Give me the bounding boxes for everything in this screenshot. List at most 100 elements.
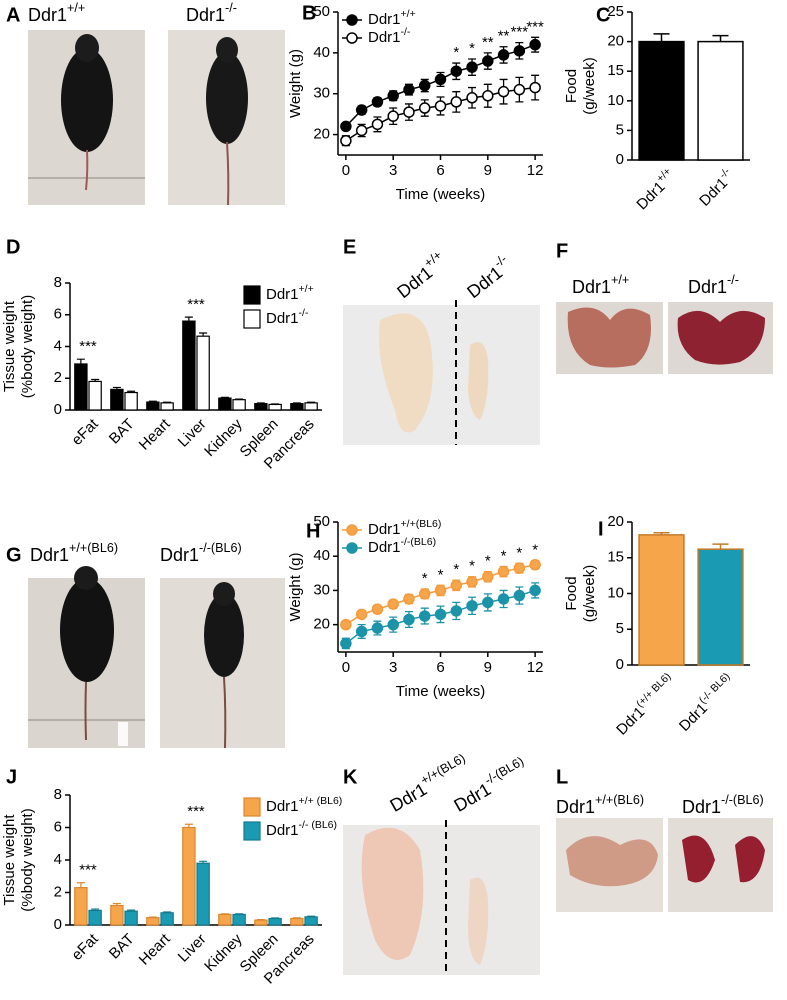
bar [88, 380, 102, 411]
y-axis-label: Tissue weight [1, 814, 18, 906]
label-base: Ddr1 [28, 5, 67, 25]
marker [497, 565, 510, 578]
y-tick-label: 50 [313, 3, 330, 20]
label-superscript: -/-(BL6) [199, 541, 242, 555]
error-bar [127, 390, 136, 393]
error-bar [220, 913, 229, 915]
bar [254, 403, 268, 411]
legend-swatch [243, 309, 261, 329]
y-axis-label: Food [563, 69, 580, 103]
error-bar [112, 386, 121, 390]
x-tick-label: Kidney [201, 415, 246, 460]
y-tick-label: 0 [54, 401, 62, 418]
y-tick-label: 15 [607, 549, 624, 566]
bar [268, 403, 282, 411]
marker [387, 598, 399, 610]
legend-swatch [243, 285, 261, 305]
bar [146, 401, 160, 411]
y-tick-label: 2 [54, 883, 62, 900]
bar [182, 826, 196, 926]
bar [232, 399, 246, 411]
marker [529, 38, 541, 51]
bar [74, 363, 88, 411]
photo-tissue [556, 818, 773, 912]
significance-label: * [422, 570, 428, 587]
marker [418, 102, 431, 114]
significance-label: * [469, 558, 475, 575]
label-superscript: +/+(BL6) [69, 541, 118, 555]
y-axis-label: (g/week) [581, 57, 598, 115]
y-tick-label: 25 [607, 3, 624, 20]
photo-tissue [343, 300, 540, 445]
error-bar [184, 823, 193, 828]
label-superscript: -/- [225, 1, 237, 15]
error-bar [220, 396, 229, 399]
significance-label: * [485, 553, 491, 570]
y-tick-label: 4 [54, 851, 62, 868]
bar [196, 335, 210, 411]
significance-label: * [453, 44, 459, 61]
x-tick-label: Kidney [201, 930, 246, 975]
label-base: Ddr1 [368, 11, 401, 28]
photo-label: Ddr1+/+(BL6) [556, 793, 644, 816]
photo-mouse [28, 566, 145, 748]
x-tick-label: 3 [389, 162, 397, 179]
y-tick-label: 50 [313, 513, 330, 530]
marker [403, 613, 415, 626]
y-axis-label: (%body weight) [19, 295, 36, 398]
label-base: Ddr1 [30, 545, 69, 565]
photo-label: Ddr1+/+(BL6) [30, 541, 118, 564]
label-base: Ddr1 [572, 277, 611, 297]
marker [403, 106, 415, 118]
panel-letter: A [6, 4, 20, 26]
label-superscript: +/+ (BL6) [299, 795, 343, 807]
x-axis-label: Time (weeks) [396, 186, 485, 203]
x-tick-label: 12 [527, 659, 544, 676]
x-tick-label: 12 [527, 162, 544, 179]
panel-letter: E [343, 236, 356, 258]
label-superscript: +/+(BL6) [595, 793, 644, 807]
bar [304, 402, 318, 411]
significance-label: ** [498, 28, 510, 45]
x-tick-label: 0 [342, 162, 350, 179]
bar [697, 40, 744, 161]
x-tick-label: 6 [436, 659, 444, 676]
x-tick-label: eFat [68, 415, 102, 449]
error-bar [184, 316, 193, 322]
label-superscript: (+/+ BL6) [634, 670, 673, 709]
error-bar [91, 378, 100, 382]
marker [340, 618, 352, 631]
marker [434, 584, 447, 597]
marker [355, 124, 368, 137]
significance-label: * [438, 566, 444, 583]
bar [196, 862, 210, 926]
x-tick-label: Heart [136, 415, 175, 454]
significance-label: *** [526, 18, 544, 35]
x-tick-label: Heart [136, 930, 175, 969]
error-bar [91, 908, 100, 911]
photo-label: Ddr1-/- [461, 252, 516, 302]
error-bar [256, 402, 265, 404]
x-tick-label: Ddr1+/+ [631, 165, 679, 213]
marker [466, 600, 478, 612]
label-base: Ddr1 [266, 310, 299, 327]
marker [355, 608, 368, 621]
y-tick-label: 40 [313, 547, 330, 564]
bar [254, 919, 268, 926]
error-bar [199, 332, 208, 337]
photo-label: Ddr1+/+ [28, 1, 85, 24]
legend-label: Ddr1+/+ [266, 283, 314, 303]
significance-label: *** [187, 296, 205, 313]
bar [124, 391, 138, 411]
label-base: Ddr1 [368, 521, 401, 538]
legend-label: Ddr1+/+ [368, 8, 416, 28]
error-bar [712, 34, 729, 42]
y-axis-label: (g/week) [581, 565, 598, 623]
marker [513, 45, 526, 57]
marker [513, 589, 526, 602]
error-bar [653, 531, 670, 535]
panel-letter: L [556, 766, 568, 788]
label-superscript: -/-(BL6) [401, 536, 437, 548]
y-axis-label: Weight (g) [287, 49, 304, 118]
marker [482, 90, 494, 102]
